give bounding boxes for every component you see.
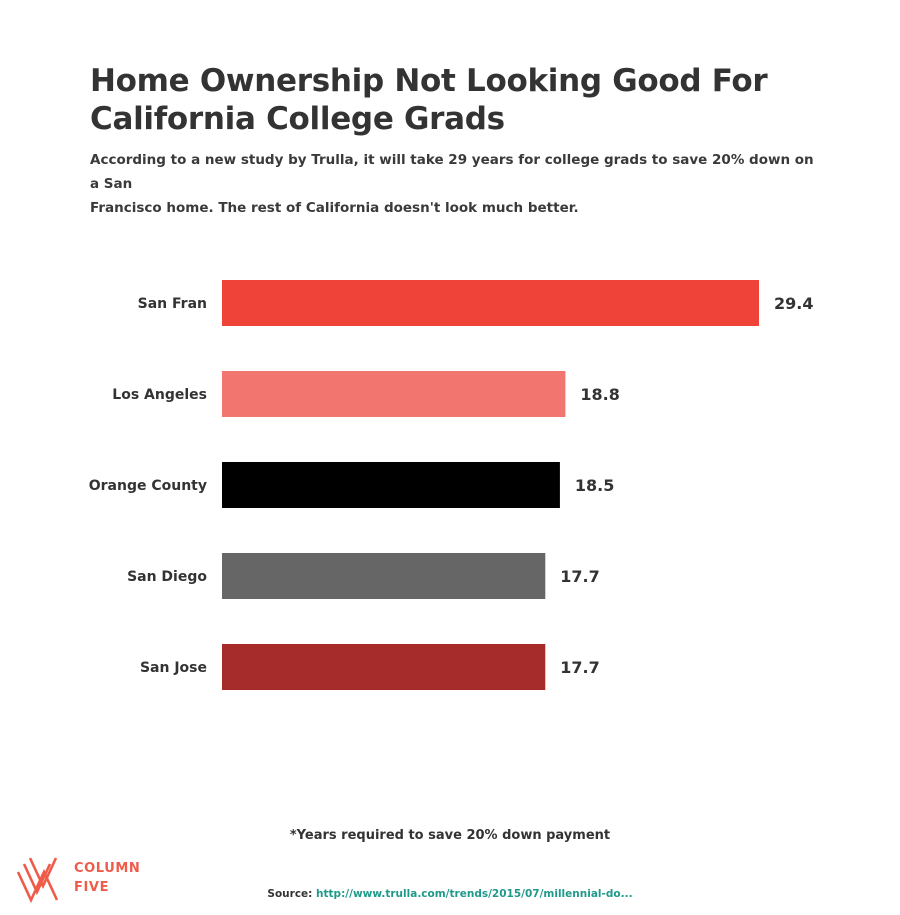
category-label-san-fran: San Fran xyxy=(138,296,207,312)
chart-title-line2: California College Grads xyxy=(90,101,505,137)
bar-chart: San Fran 29.4 Los Angeles 18.8 Orange County… xyxy=(89,280,813,690)
chart-title-line1: Home Ownership Not Looking Good For xyxy=(90,63,768,99)
value-label-orange-county: 18.5 xyxy=(575,476,614,495)
category-label-los-angeles: Los Angeles xyxy=(112,387,207,403)
bar-san-jose xyxy=(222,644,546,690)
source-link[interactable]: http://www.trulla.com/trends/2015/07/mil… xyxy=(316,888,633,900)
bar-san-fran xyxy=(222,280,759,326)
category-label-san-diego: San Diego xyxy=(127,569,207,585)
chart-subtitle-line1: According to a new study by Trulla, it w… xyxy=(90,152,814,192)
value-label-san-fran: 29.4 xyxy=(774,294,813,313)
logo-text-line2: FIVE xyxy=(74,880,110,895)
value-label-los-angeles: 18.8 xyxy=(580,385,619,404)
value-label-san-jose: 17.7 xyxy=(560,658,599,677)
chart-subtitle-line2: Francisco home. The rest of California d… xyxy=(90,200,579,216)
chart-subtitle: According to a new study by Trulla, it w… xyxy=(90,148,820,220)
brand-logo: COLUMN FIVE xyxy=(14,856,154,906)
value-label-san-diego: 17.7 xyxy=(560,567,599,586)
chart-title: Home Ownership Not Looking Good For Cali… xyxy=(90,62,810,138)
source-line: Source: http://www.trulla.com/trends/201… xyxy=(0,888,900,900)
footnote: *Years required to save 20% down payment xyxy=(289,828,611,843)
bar-san-diego xyxy=(222,553,546,599)
bar-los-angeles xyxy=(222,371,566,417)
source-label: Source: xyxy=(267,888,313,900)
category-label-san-jose: San Jose xyxy=(140,660,207,676)
logo-text-line1: COLUMN xyxy=(74,861,141,876)
category-label-orange-county: Orange County xyxy=(89,478,207,494)
column-five-logo-icon xyxy=(16,857,59,904)
bar-orange-county xyxy=(222,462,560,508)
